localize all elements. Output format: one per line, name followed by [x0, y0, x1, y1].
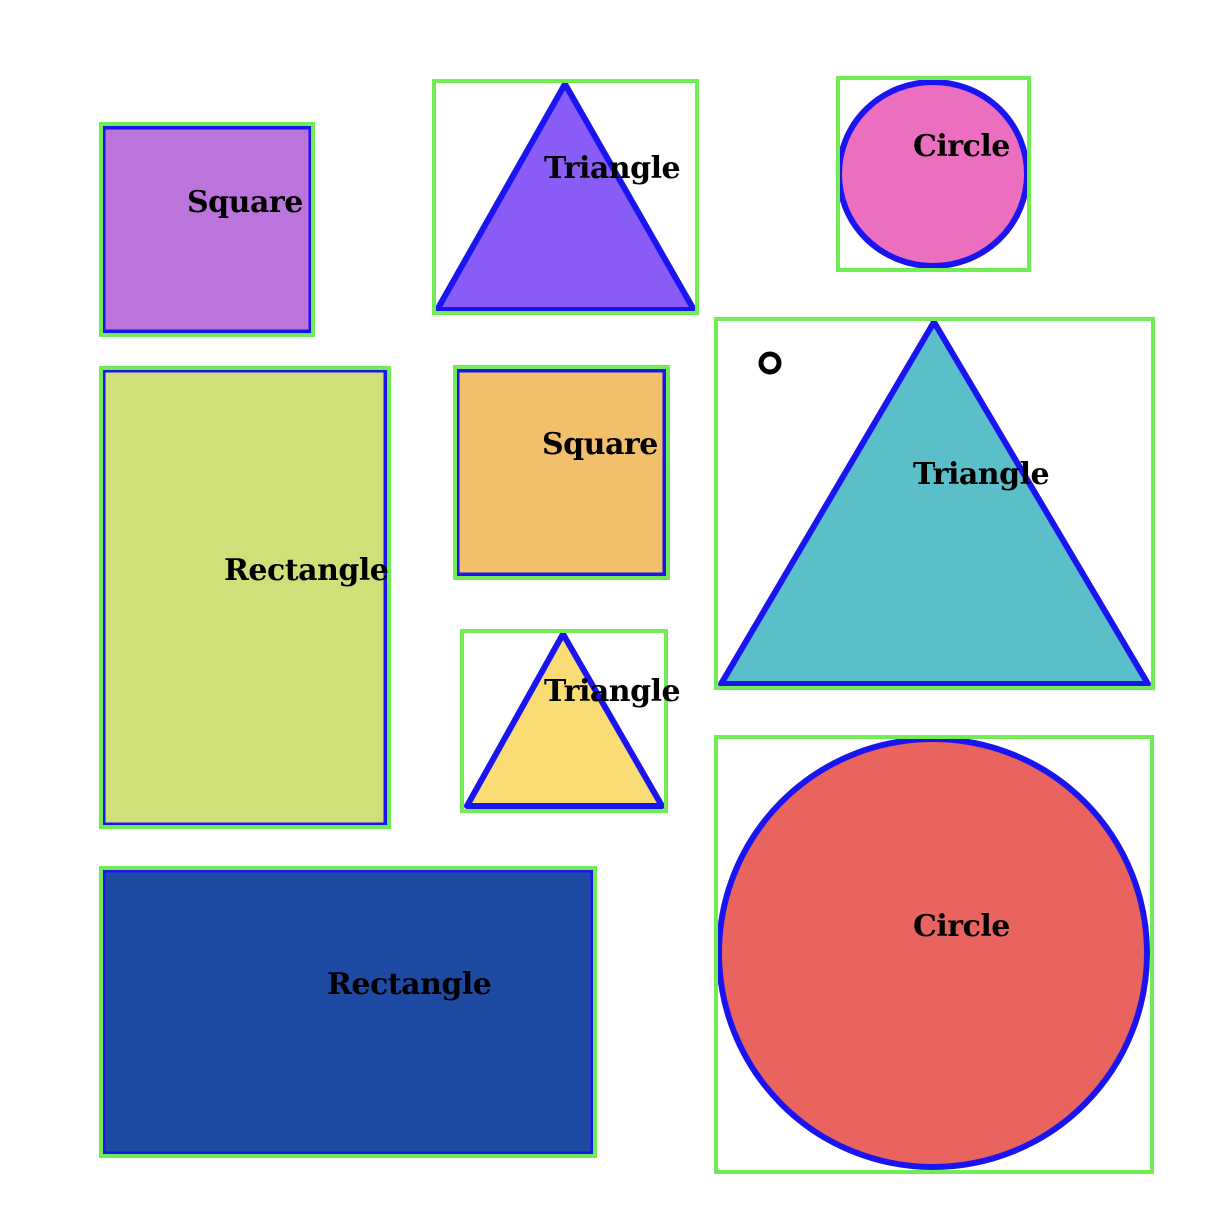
- circle-red-bounding-box: [714, 735, 1154, 1174]
- shape-triangle-yellow: Triangle: [460, 629, 681, 813]
- triangle-yellow-fill: [464, 631, 665, 809]
- rectangle-lime-label: Rectangle: [224, 553, 388, 588]
- circle-red-label: Circle: [913, 909, 1010, 944]
- triangle-teal-fill: [718, 319, 1151, 687]
- circle-red-fill: [716, 736, 1150, 1170]
- rectangle-navy-fill: [100, 867, 596, 1157]
- square-purple-fill: [100, 124, 314, 335]
- shape-square-orange: Square: [453, 365, 670, 580]
- shape-square-purple: Square: [99, 122, 315, 337]
- triangle-yellow-bounding-box: [460, 629, 668, 813]
- shape-triangle-teal: Triangle: [714, 317, 1155, 690]
- shape-circle-pink: Circle: [836, 76, 1031, 272]
- rectangle-lime-fill: [100, 367, 389, 828]
- shape-triangle-violet: Triangle: [432, 79, 699, 315]
- rectangle-navy-bounding-box: [99, 866, 597, 1158]
- triangle-teal-bounding-box: [714, 317, 1155, 690]
- square-purple-label: Square: [187, 185, 303, 220]
- circle-pink-label: Circle: [913, 129, 1010, 164]
- triangle-violet-bounding-box: [432, 79, 699, 315]
- rectangle-lime-bounding-box: [99, 366, 391, 829]
- square-orange-bounding-box: [453, 365, 670, 580]
- triangle-violet-label: Triangle: [544, 151, 680, 186]
- triangle-yellow-label: Triangle: [544, 674, 680, 709]
- circle-pink-bounding-box: [836, 76, 1031, 272]
- square-purple-bounding-box: [99, 122, 315, 337]
- triangle-violet-fill: [434, 81, 697, 313]
- rectangle-navy-label: Rectangle: [327, 967, 491, 1002]
- shape-rectangle-navy: Rectangle: [99, 866, 597, 1158]
- ring-marker: [758, 351, 782, 375]
- square-orange-label: Square: [542, 427, 658, 462]
- shape-rectangle-lime: Rectangle: [99, 366, 391, 829]
- circle-pink-fill: [836, 79, 1030, 269]
- triangle-teal-label: Triangle: [913, 457, 1049, 492]
- shape-circle-red: Circle: [714, 735, 1154, 1174]
- square-orange-fill: [454, 367, 668, 578]
